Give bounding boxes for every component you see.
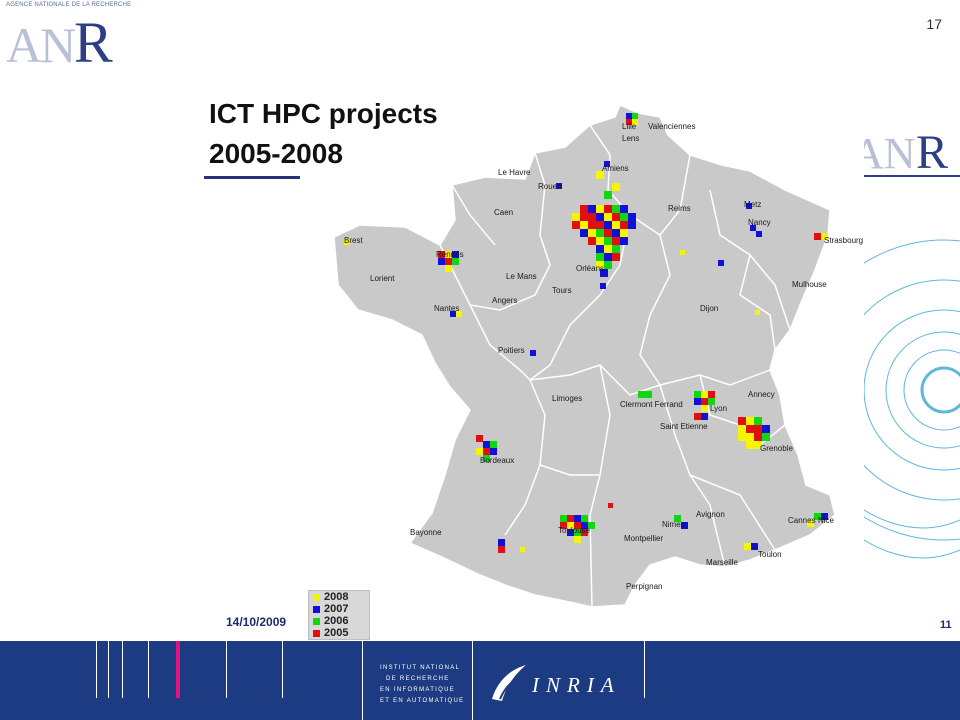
city-label-montpellier: Montpellier [624, 534, 663, 543]
slide-title: ICT HPC projects [209, 98, 438, 129]
city-label-bordeaux: Bordeaux [480, 456, 514, 465]
institute-line: ET EN AUTOMATIQUE [380, 698, 465, 704]
legend-swatch [313, 630, 320, 637]
city-label-marseille: Marseille [706, 558, 739, 567]
anr-logo: AGENCE NATIONALE DE LA RECHERCHE A N R [0, 0, 160, 70]
legend-label: 2005 [324, 627, 349, 639]
city-label-limoges: Limoges [552, 394, 582, 403]
city-label-avignon: Avignon [696, 510, 725, 519]
slide-subtitle: 2005-2008 [209, 138, 343, 169]
legend-swatch [313, 606, 320, 613]
city-label-brest: Brest [344, 236, 363, 245]
city-label-strasbourg: Strasbourg [824, 236, 863, 245]
footer-accent-bar [176, 641, 180, 698]
city-label-perpignan: Perpignan [626, 582, 662, 591]
embedded-page-number: 11 [940, 619, 952, 631]
svg-text:N: N [40, 17, 76, 70]
city-label-nimes: Nimes [662, 520, 685, 529]
city-label-reims: Reims [668, 204, 691, 213]
legend-swatch [313, 594, 320, 601]
legend-item-2007: 2007 [313, 604, 348, 615]
city-label-bayonne: Bayonne [410, 528, 442, 537]
city-label-toulouse: Toulouse [558, 526, 591, 535]
svg-text:R: R [74, 10, 113, 70]
footer-divider [122, 641, 123, 698]
legend-label: 2008 [324, 591, 349, 603]
city-label-lille: Lille [622, 122, 637, 131]
city-label-toulon: Toulon [758, 550, 782, 559]
city-label-mulhouse: Mulhouse [792, 280, 827, 289]
anr-logo-mark: A N R [6, 10, 113, 70]
footer-divider [108, 641, 109, 698]
city-label-tours: Tours [552, 286, 572, 295]
footer-divider [472, 641, 473, 720]
city-label-poitiers: Poitiers [498, 346, 525, 355]
city-label-orleans: Orléans [576, 264, 604, 273]
city-label-rennes: Rennes [436, 250, 464, 259]
city-label-nancy: Nancy [748, 218, 771, 227]
inria-wordmark: INRIA [532, 673, 621, 697]
institute-line: INSTITUT NATIONAL [380, 665, 461, 671]
city-label-caen: Caen [494, 208, 513, 217]
agency-tagline: AGENCE NATIONALE DE LA RECHERCHE [6, 2, 132, 8]
city-label-metz: Metz [744, 200, 761, 209]
footer-divider [226, 641, 227, 698]
institute-name: INSTITUT NATIONAL DE RECHERCHE EN INFORM… [380, 663, 464, 707]
city-label-le-mans: Le Mans [506, 272, 537, 281]
embedded-slide-decoration: AN R [864, 126, 960, 559]
city-label-nantes: Nantes [434, 304, 459, 313]
footer-divider [644, 641, 645, 698]
inria-emblem-icon [492, 665, 529, 701]
city-label-cannes: Cannes [788, 516, 816, 525]
city-label-saint-etienne: Saint Etienne [660, 422, 708, 431]
footer-band: INSTITUT NATIONAL DE RECHERCHE EN INFORM… [0, 641, 960, 720]
city-label-amiens: Amiens [602, 164, 629, 173]
city-label-clermont-ferrand: Clermont Ferrand [620, 400, 683, 409]
slide-date: 14/10/2009 [226, 615, 287, 629]
city-label-nice: Nice [818, 516, 835, 525]
legend-item-2005: 2005 [313, 628, 348, 639]
france-outline [333, 104, 836, 608]
legend-swatch [313, 618, 320, 625]
svg-text:A: A [6, 17, 42, 70]
city-label-annecy: Annecy [748, 390, 775, 399]
city-label-valenciennes: Valenciennes [648, 122, 695, 131]
embedded-logo-r: R [916, 126, 948, 179]
footer-divider [282, 641, 283, 698]
embedded-logo-an: AN [864, 129, 916, 178]
legend-item-2006: 2006 [313, 616, 348, 627]
slide-number: 17 [926, 16, 942, 32]
footer-divider [96, 641, 97, 698]
city-label-lyon: Lyon [710, 404, 727, 413]
city-label-angers: Angers [492, 296, 517, 305]
legend-label: 2007 [324, 603, 349, 615]
city-label-grenoble: Grenoble [760, 444, 793, 453]
legend-label: 2006 [324, 615, 349, 627]
france-region-map: Lille Valenciennes Lens Amiens Le Havre … [333, 104, 863, 608]
institute-line: DE RECHERCHE [386, 676, 450, 682]
institute-line: EN INFORMATIQUE [380, 687, 456, 693]
footer-divider [362, 641, 363, 720]
project-markers [344, 113, 828, 553]
city-label-le-havre: Le Havre [498, 168, 531, 177]
footer-divider [148, 641, 149, 698]
city-label-lorient: Lorient [370, 274, 395, 283]
city-labels: Lille Valenciennes Lens Amiens Le Havre … [344, 122, 863, 591]
city-label-dijon: Dijon [700, 304, 718, 313]
city-label-rouen: Rouen [538, 182, 562, 191]
title-underline [204, 176, 300, 179]
map-legend: 2008 2007 2006 2005 [308, 590, 370, 640]
city-label-lens: Lens [622, 134, 639, 143]
legend-item-2008: 2008 [313, 592, 348, 603]
